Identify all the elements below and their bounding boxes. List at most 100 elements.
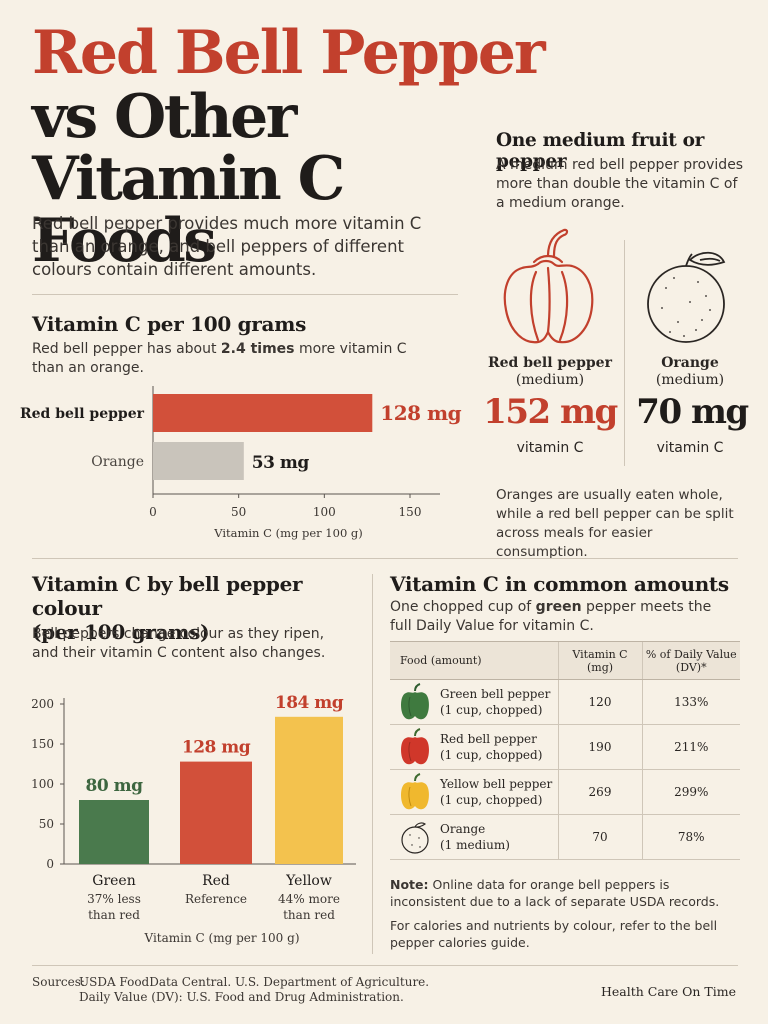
page-title-line1: Red Bell Pepper — [32, 18, 546, 88]
x-axis-label: Vitamin C (mg per 100 g) — [144, 931, 300, 945]
data-label: 128 mg — [380, 401, 461, 425]
per100-subtitle-post: more vitamin C than an orange. — [32, 341, 407, 376]
category-label: Red — [202, 873, 230, 889]
vitamin-mg-cell: 269 — [557, 769, 642, 815]
tick-label: 100 — [31, 777, 54, 791]
divider — [372, 574, 373, 954]
tick-label: 150 — [31, 737, 54, 751]
amounts-subtitle: One chopped cup of green pepper meets th… — [390, 598, 720, 636]
sources-label: Sources: — [32, 975, 85, 989]
data-label: 128 mg — [182, 738, 251, 758]
data-label: 80 mg — [86, 776, 144, 796]
table-row: Green bell pepper (1 cup, chopped) 120 13… — [390, 679, 740, 725]
page-title-vs: vs Other — [32, 82, 297, 152]
green-pepper-icon — [401, 683, 429, 720]
bell-pepper-outline-icon — [503, 228, 594, 344]
medium-footnote: Oranges are usually eaten whole, while a… — [496, 487, 734, 560]
dv-cell: 299% — [641, 769, 740, 815]
footer-divider — [32, 965, 738, 966]
column-header: % of Daily Value (DV)* — [641, 641, 740, 680]
category-note: Reference — [185, 892, 247, 906]
table-header-row: Food (amount) Vitamin C (mg) % of Daily … — [390, 641, 740, 680]
table-row: Yellow bell pepper (1 cup, chopped) 269 2… — [390, 769, 740, 815]
tick-label: 100 — [313, 505, 336, 519]
orange-outline-icon — [647, 251, 726, 343]
orange-outline-icon — [401, 822, 429, 854]
medium-left-value: 152 mg — [483, 392, 618, 432]
data-label: 53 mg — [252, 453, 310, 473]
tick-label: 50 — [39, 817, 54, 831]
medium-right-label: vitamin C — [656, 440, 724, 456]
tick-label: 150 — [399, 505, 422, 519]
divider — [32, 294, 458, 295]
per100-title: Vitamin C per 100 grams — [32, 312, 307, 336]
category-label: Orange — [91, 454, 144, 470]
source-line: Daily Value (DV): U.S. Food and Drug Adm… — [79, 990, 404, 1004]
amounts-subtitle-post: pepper meets the full Daily Value for vi… — [390, 599, 712, 634]
bar — [79, 800, 149, 864]
column-header: Food (amount) — [390, 641, 558, 680]
medium-right-size: (medium) — [655, 372, 725, 388]
medium-right-name: Orange — [661, 355, 719, 371]
food-amount: (1 medium) — [440, 838, 510, 852]
bar — [180, 761, 252, 864]
category-label: Green — [92, 873, 135, 889]
vitamin-mg-cell: 190 — [557, 724, 642, 770]
dv-cell: 133% — [641, 679, 740, 725]
dv-cell: 78% — [641, 814, 740, 860]
food-amount: (1 cup, chopped) — [440, 793, 543, 807]
source-line: USDA FoodData Central. U.S. Department o… — [79, 975, 430, 989]
per100-subtitle: Red bell pepper has about 2.4 times more… — [32, 340, 412, 378]
note-text: Online data for orange bell peppers is i… — [390, 877, 720, 909]
colour-title-line1: Vitamin C by bell pepper colour — [32, 572, 303, 620]
amounts-subtitle-bold: green — [535, 599, 582, 615]
medium-subtitle: A medium red bell pepper provides more t… — [496, 157, 744, 211]
data-label: 184 mg — [275, 693, 344, 713]
amounts-title: Vitamin C in common amounts — [390, 572, 729, 596]
category-label: Yellow — [285, 873, 332, 889]
vitamin-mg-cell: 120 — [557, 679, 642, 725]
brand-name: Health Care On Time — [600, 984, 736, 999]
category-note: 44% more — [278, 892, 340, 906]
page-title-foods: Vitamin C Foods — [32, 144, 345, 276]
food-name: Green bell pepper — [440, 687, 551, 701]
bar — [275, 716, 343, 864]
intro-text: Red bell pepper provides much more vitam… — [32, 214, 422, 279]
medium-title: One medium fruit or pepper — [496, 130, 705, 172]
tick-label: 0 — [149, 505, 157, 519]
food-name: Orange — [440, 822, 486, 836]
category-note: 37% less — [87, 892, 141, 906]
colour-title: Vitamin C by bell pepper colour (per 100… — [32, 572, 362, 644]
dv-cell: 211% — [641, 724, 740, 770]
medium-left-size: (medium) — [515, 372, 585, 388]
amounts-note2: For calories and nutrients by colour, re… — [390, 918, 718, 950]
category-note: than red — [283, 908, 335, 922]
table-row: Orange (1 medium) 70 78% — [390, 814, 740, 860]
x-axis-label: Vitamin C (mg per 100 g) — [213, 526, 363, 540]
medium-divider — [624, 240, 625, 466]
tick-label: 50 — [231, 505, 246, 519]
per100-subtitle-pre: Red bell pepper has about — [32, 341, 221, 357]
food-amount: (1 cup, chopped) — [440, 748, 543, 762]
colour-bar-chart: 0 50 100 150 200 80 mg Green 37% less than red 12… — [31, 693, 356, 945]
bar — [153, 394, 373, 432]
food-name: Yellow bell pepper — [440, 777, 553, 791]
category-label: Red bell pepper — [20, 406, 145, 422]
table-row: Red bell pepper (1 cup, chopped) 190 211% — [390, 724, 740, 770]
tick-label: 200 — [31, 697, 54, 711]
category-note: than red — [88, 908, 140, 922]
vitamin-table: Food (amount) Vitamin C (mg) % of Daily … — [390, 641, 740, 860]
amounts-note: Note: Online data for orange bell pepper… — [390, 876, 730, 910]
food-amount: (1 cup, chopped) — [440, 703, 543, 717]
medium-left-name: Red bell pepper — [488, 355, 612, 371]
page-title-line2: vs Other Vitamin C Foods — [32, 86, 492, 272]
tick-label: 0 — [46, 857, 54, 871]
red-pepper-icon — [401, 728, 429, 765]
per100-bar-chart: Red bell pepper 128 mg Orange 53 mg 0 50 100 15… — [20, 386, 462, 540]
colour-title-line2: (per 100 grams) — [32, 620, 210, 644]
bar — [153, 442, 244, 480]
amounts-subtitle-pre: One chopped cup of — [390, 599, 536, 615]
note-label: Note: — [390, 877, 429, 892]
vitamin-mg-cell: 70 — [557, 814, 642, 860]
divider — [32, 558, 738, 559]
